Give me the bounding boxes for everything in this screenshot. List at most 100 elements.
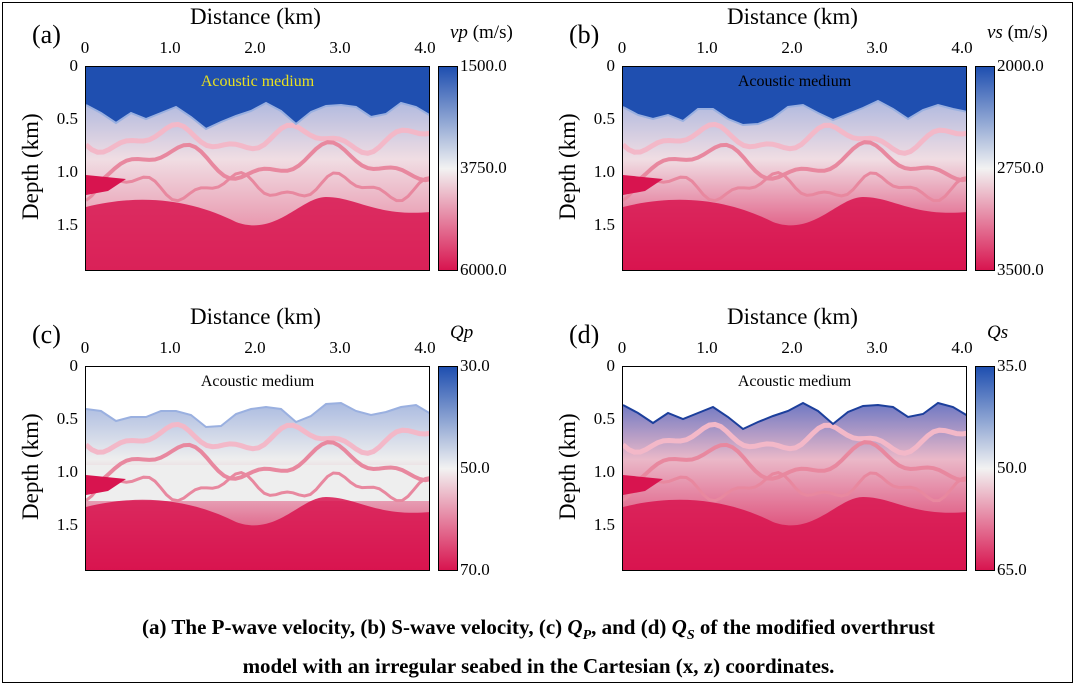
panel-label: (a) (32, 20, 61, 49)
y-tick-label: 0.5 (56, 409, 78, 428)
colorbar-tick-min: 70.0 (460, 560, 490, 579)
colorbar (975, 366, 995, 571)
wedge-layer (86, 475, 126, 495)
x-tick-label: 2.0 (244, 38, 266, 57)
y-tick-label: 1.0 (593, 462, 615, 481)
y-tick-label: 0.5 (593, 409, 615, 428)
figure-caption: (a) The P-wave velocity, (b) S-wave velo… (142, 615, 935, 679)
x-tick-label: 3.0 (866, 38, 888, 57)
reflector-line (86, 471, 429, 503)
colorbar-tick-mid: 2750.0 (997, 158, 1044, 177)
deep-layer (623, 497, 966, 570)
y-tick-label: 0 (606, 356, 616, 375)
x-tick-label: 4.0 (951, 38, 973, 57)
colorbar (438, 66, 458, 271)
acoustic-medium-label: Acoustic medium (737, 373, 852, 390)
panel-label: (b) (569, 20, 600, 49)
reflector-line (623, 471, 966, 503)
colorbar-tick-min: 6000.0 (460, 260, 507, 279)
colorbar (438, 366, 458, 571)
colorbar-tick-mid: 50.0 (997, 458, 1027, 477)
deep-layer (86, 197, 429, 270)
x-axis-title: Distance (km) (190, 4, 321, 29)
x-tick-label: 4.0 (414, 338, 436, 357)
y-tick-label: 1.5 (56, 515, 78, 534)
x-tick-label: 1.0 (159, 338, 181, 357)
acoustic-medium-label: Acoustic medium (200, 73, 315, 90)
x-tick-label: 0 (80, 38, 90, 57)
x-tick-label: 3.0 (866, 338, 888, 357)
x-axis-title: Distance (km) (727, 4, 858, 29)
colorbar-tick-mid: 50.0 (460, 458, 490, 477)
x-tick-label: 2.0 (244, 338, 266, 357)
colorbar-tick-max: 1500.0 (460, 56, 507, 75)
y-tick-label: 0 (69, 356, 79, 375)
colorbar-tick-min: 3500.0 (997, 260, 1044, 279)
y-tick-label: 0 (606, 56, 616, 75)
x-axis-title: Distance (km) (727, 304, 858, 329)
panel-c: (c) Distance (km) Depth (km) 0 1.0 2.0 3.0 4… (0, 300, 530, 600)
x-tick-label: 1.0 (696, 38, 718, 57)
x-tick-label: 3.0 (329, 338, 351, 357)
colorbar-tick-max: 2000.0 (997, 56, 1044, 75)
seabed-line (86, 401, 429, 429)
reflector-line (86, 121, 429, 156)
x-tick-label: 4.0 (951, 338, 973, 357)
colorbar-title: Qs (987, 322, 1009, 343)
reflector-line (623, 140, 966, 186)
panel-a: (a) Distance (km) Depth (km) 0 1.0 2.0 3.0 4… (0, 0, 530, 300)
seabed-line (86, 101, 429, 131)
reflector-line (86, 140, 429, 186)
deep-layer (86, 497, 429, 570)
acoustic-medium-label: Acoustic medium (200, 373, 315, 390)
model-image: Acoustic medium (85, 66, 430, 271)
colorbar-tick-max: 30.0 (460, 356, 490, 375)
reflector-line (623, 121, 966, 156)
x-tick-label: 2.0 (781, 338, 803, 357)
y-tick-label: 1.0 (593, 162, 615, 181)
y-tick-label: 0.5 (56, 109, 78, 128)
colorbar-tick-max: 35.0 (997, 356, 1027, 375)
seabed-line (623, 99, 966, 127)
y-tick-label: 0.5 (593, 109, 615, 128)
colorbar (975, 66, 995, 271)
y-tick-label: 1.5 (593, 215, 615, 234)
colorbar-tick-min: 65.0 (997, 560, 1027, 579)
x-tick-label: 2.0 (781, 38, 803, 57)
x-tick-label: 1.0 (696, 338, 718, 357)
x-tick-label: 0 (617, 338, 627, 357)
water-layer (623, 67, 966, 125)
deep-layer (623, 197, 966, 270)
x-tick-label: 3.0 (329, 38, 351, 57)
colorbar-title: vs (m/s) (987, 22, 1048, 43)
y-tick-label: 0 (69, 56, 79, 75)
reflector-line (86, 440, 429, 486)
water-layer (86, 67, 429, 129)
reflector-line (623, 421, 966, 456)
colorbar-tick-mid: 3750.0 (460, 158, 507, 177)
acoustic-medium-label: Acoustic medium (737, 73, 852, 90)
model-image: Acoustic medium (85, 366, 430, 571)
wedge-layer (623, 475, 663, 495)
x-tick-label: 0 (617, 38, 627, 57)
x-tick-label: 4.0 (414, 38, 436, 57)
colorbar-title: vp (m/s) (450, 22, 513, 43)
panel-label: (d) (569, 320, 600, 349)
x-tick-label: 0 (80, 338, 90, 357)
y-tick-label: 1.0 (56, 162, 78, 181)
reflector-line (86, 421, 429, 456)
colorbar-title: Qp (450, 322, 474, 343)
model-image: Acoustic medium (622, 366, 967, 571)
model-image: Acoustic medium (622, 66, 967, 271)
y-tick-label: 1.5 (593, 515, 615, 534)
panel-d: (d) Distance (km) Depth (km) 0 1.0 2.0 3.0 4… (537, 300, 1067, 600)
y-tick-label: 1.0 (56, 462, 78, 481)
water-layer (623, 367, 966, 429)
reflector-line (623, 171, 966, 203)
y-tick-label: 1.5 (56, 215, 78, 234)
panel-label: (c) (32, 320, 61, 349)
reflector-line (86, 171, 429, 203)
panel-b: (b) Distance (km) Depth (km) 0 1.0 2.0 3.0 4… (537, 0, 1067, 300)
water-layer (86, 367, 429, 427)
